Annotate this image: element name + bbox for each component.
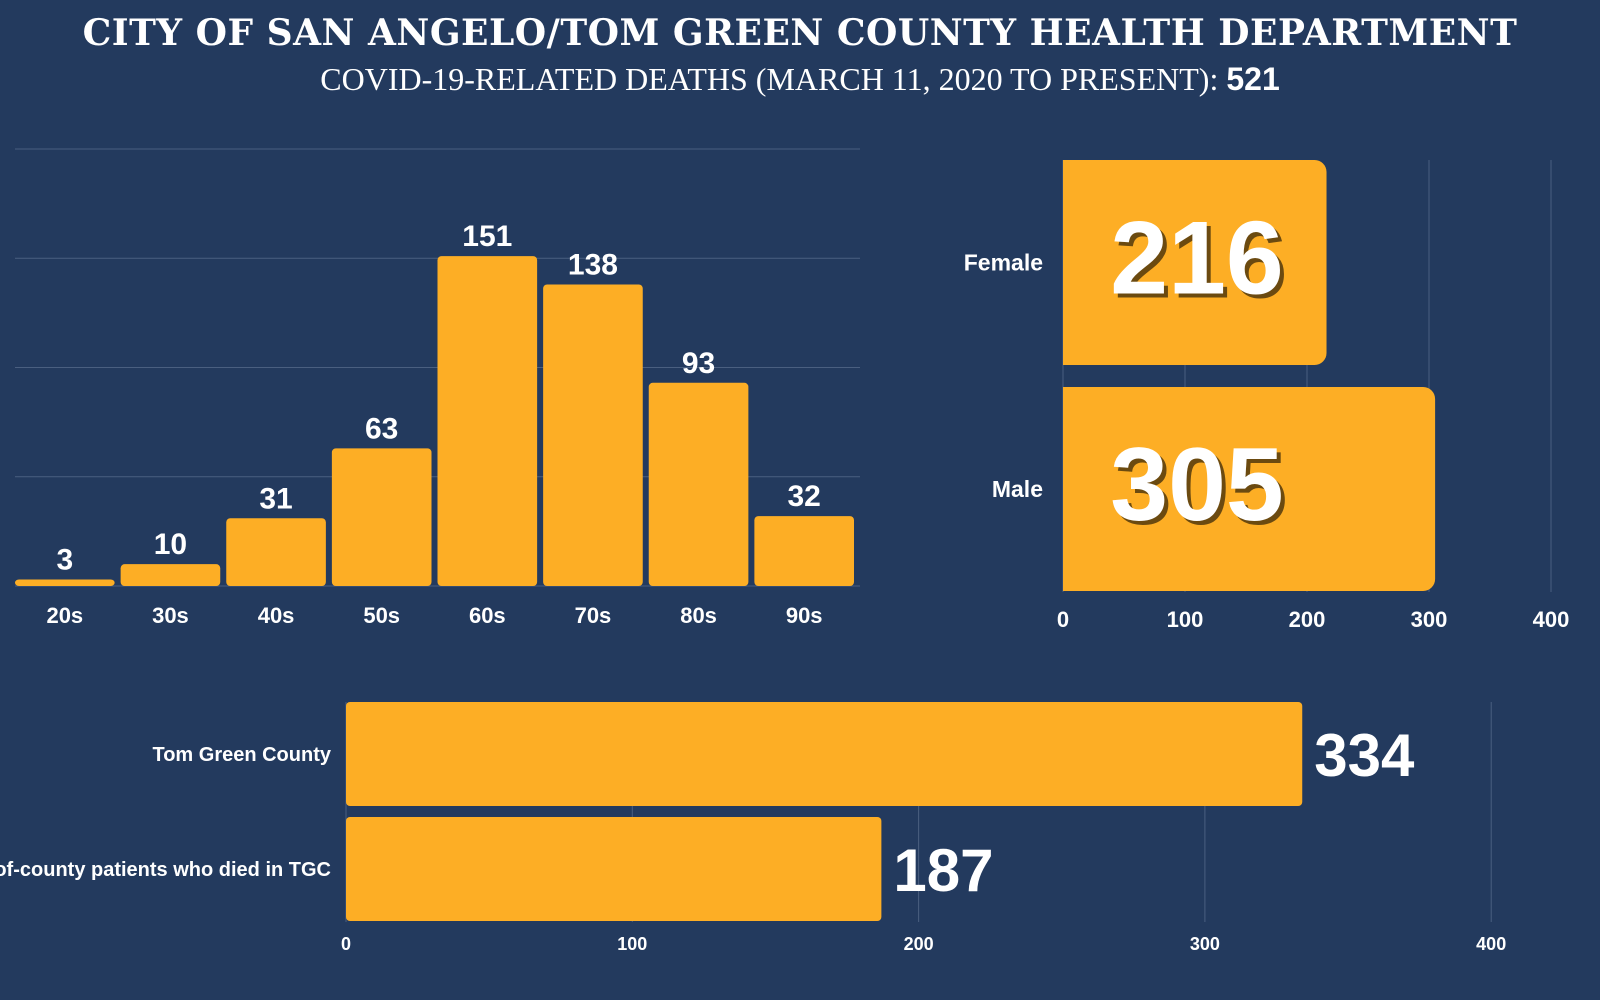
sex-chart: 0 100 200 300 400 Female 216 Male 305 bbox=[964, 160, 1570, 632]
bar-Male bbox=[1063, 387, 1436, 591]
x-tick-label-70s: 70s bbox=[575, 603, 612, 628]
x-tick-label-50s: 50s bbox=[363, 603, 400, 628]
x-tick-label: 0 bbox=[1057, 607, 1069, 632]
data-label-60s: 151 bbox=[462, 220, 512, 253]
data-label-40s: 31 bbox=[259, 482, 292, 515]
bar-80s bbox=[648, 382, 749, 586]
data-label-Male: 305 bbox=[1110, 427, 1284, 543]
page-subtitle: COVID-19-RELATED DEATHS (MARCH 11, 2020 … bbox=[0, 60, 1600, 98]
x-tick-label-60s: 60s bbox=[469, 603, 506, 628]
x-tick-label-20s: 20s bbox=[46, 603, 83, 628]
x-tick-label: 200 bbox=[904, 934, 934, 954]
bar-70s bbox=[543, 284, 643, 586]
bar-40s bbox=[226, 518, 326, 586]
x-tick-label-30s: 30s bbox=[152, 603, 189, 628]
y-tick-label-Female: Female bbox=[964, 250, 1043, 276]
bar-edge bbox=[1063, 160, 1083, 365]
x-tick-label-40s: 40s bbox=[258, 603, 295, 628]
page-title: CITY OF SAN ANGELO/TOM GREEN COUNTY HEAL… bbox=[82, 12, 1518, 54]
x-tick-label: 400 bbox=[1533, 607, 1570, 632]
data-label-90s: 32 bbox=[788, 480, 821, 513]
bar-0 bbox=[346, 702, 1303, 806]
y-tick-label-Male: Male bbox=[992, 476, 1043, 502]
data-label-80s: 93 bbox=[682, 347, 715, 380]
bar-90s bbox=[754, 516, 854, 586]
x-tick-label: 0 bbox=[341, 934, 351, 954]
bar-1 bbox=[346, 817, 882, 921]
data-label-20s: 3 bbox=[56, 543, 73, 576]
data-label-30s: 10 bbox=[154, 528, 187, 561]
bar-20s bbox=[15, 579, 115, 586]
residence-chart: 0 100 200 300 400 Tom Green County 334 Out-of-c… bbox=[0, 702, 1506, 954]
x-tick-label: 400 bbox=[1476, 934, 1506, 954]
x-tick-label-90s: 90s bbox=[786, 603, 823, 628]
x-tick-label: 300 bbox=[1411, 607, 1448, 632]
data-label: 187 bbox=[893, 837, 993, 904]
bar-Female bbox=[1063, 160, 1327, 365]
data-label-50s: 63 bbox=[365, 412, 398, 445]
subtitle-text: COVID-19-RELATED DEATHS (MARCH 11, 2020 … bbox=[320, 61, 1227, 97]
data-label: 334 bbox=[1314, 722, 1415, 789]
total-deaths: 521 bbox=[1226, 61, 1280, 97]
x-tick-label: 100 bbox=[617, 934, 647, 954]
bar-50s bbox=[331, 448, 432, 586]
x-tick-label: 100 bbox=[1167, 607, 1204, 632]
bar-60s bbox=[437, 256, 538, 586]
x-tick-label: 300 bbox=[1190, 934, 1220, 954]
bar-30s bbox=[120, 564, 221, 586]
bar-edge bbox=[1063, 387, 1083, 591]
y-tick-label: Out-of-county patients who died in TGC bbox=[0, 859, 331, 881]
x-tick-label-80s: 80s bbox=[680, 603, 717, 628]
data-label-70s: 138 bbox=[568, 248, 618, 281]
y-tick-label: Tom Green County bbox=[152, 744, 331, 766]
data-label-Female: 216 bbox=[1110, 201, 1284, 317]
age-chart: 3 20s 10 30s 31 40s 63 50s 151 60s 138 70s 93 80s 32 90… bbox=[15, 148, 860, 628]
x-tick-label: 200 bbox=[1289, 607, 1326, 632]
